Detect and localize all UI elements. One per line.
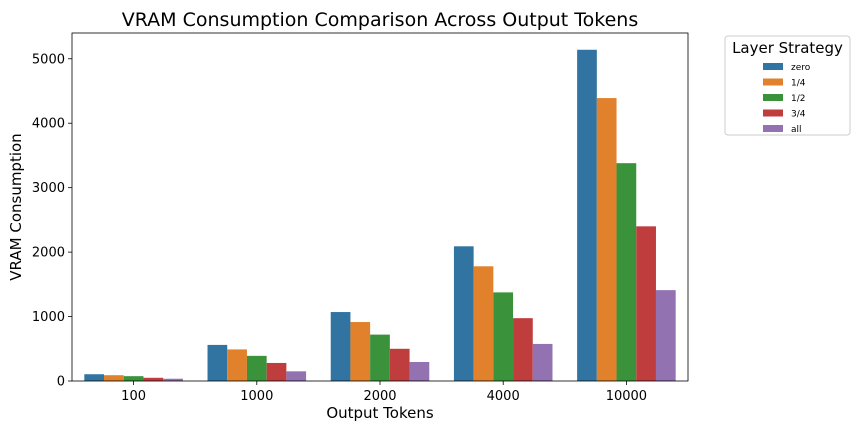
x-tick-label: 2000: [363, 389, 396, 404]
legend-entry-label: 1/4: [791, 79, 806, 89]
bar-all-10000: [655, 290, 676, 381]
y-tick-label: 1000: [32, 310, 65, 325]
bars-group: [84, 49, 676, 381]
x-tick-label: 10000: [606, 389, 647, 404]
bar-1-2-100: [123, 376, 144, 381]
bar-1-4-2000: [350, 322, 371, 381]
y-tick-label: 3000: [32, 181, 65, 196]
bar-zero-2000: [330, 312, 351, 381]
chart-title: VRAM Consumption Comparison Across Outpu…: [122, 9, 639, 31]
x-axis: 100 1000 2000 4000 10000: [121, 381, 647, 404]
bar-all-4000: [532, 343, 553, 381]
x-tick-label: 1000: [240, 389, 273, 404]
y-axis: 0 1000 2000 3000 4000 5000: [32, 52, 72, 390]
x-axis-label: Output Tokens: [326, 404, 434, 422]
bar-1-4-10000: [596, 98, 617, 381]
bar-1-2-2000: [370, 334, 390, 381]
y-axis-label: VRAM Consumption: [7, 133, 25, 280]
bar-zero-10000: [577, 49, 597, 381]
bar-all-100: [163, 378, 183, 381]
bar-1-2-10000: [616, 163, 637, 381]
legend-items: zero 1/4 1/2 3/4 all: [763, 63, 811, 135]
bar-1-2-4000: [493, 292, 514, 381]
bar-zero-1000: [207, 344, 228, 381]
legend-entry-label: 3/4: [791, 110, 806, 120]
bar-zero-100: [84, 374, 105, 381]
bar-1-4-100: [104, 375, 124, 381]
legend-swatch: [763, 125, 783, 132]
legend-swatch: [763, 78, 783, 86]
y-tick-label: 0: [57, 375, 65, 390]
y-tick-label: 2000: [32, 246, 65, 261]
legend-swatch: [763, 109, 783, 117]
legend-entry-label: zero: [791, 63, 811, 73]
legend-entry-label: all: [791, 125, 802, 135]
bar-zero-4000: [453, 246, 474, 381]
legend-swatch: [763, 94, 783, 101]
x-tick-label: 100: [121, 389, 146, 404]
bar-1-2-1000: [246, 355, 267, 381]
bar-1-4-1000: [227, 349, 247, 381]
bar-3-4-2000: [389, 348, 410, 381]
legend-swatch: [763, 63, 783, 70]
bar-3-4-10000: [636, 226, 656, 381]
legend-title: Layer Strategy: [732, 39, 843, 57]
bar-all-2000: [409, 361, 430, 381]
bar-3-4-100: [143, 377, 164, 381]
y-tick-label: 4000: [32, 117, 65, 132]
legend-box: [724, 35, 851, 136]
bar-1-4-4000: [473, 266, 494, 381]
bar-3-4-1000: [266, 362, 287, 381]
x-tick-label: 4000: [487, 389, 520, 404]
y-tick-label: 5000: [32, 52, 65, 67]
bar-all-1000: [286, 371, 307, 381]
legend: Layer Strategy zero 1/4 1/2 3/4 all: [724, 35, 851, 136]
legend-entry-label: 1/2: [791, 94, 805, 104]
bar-3-4-4000: [513, 318, 533, 381]
